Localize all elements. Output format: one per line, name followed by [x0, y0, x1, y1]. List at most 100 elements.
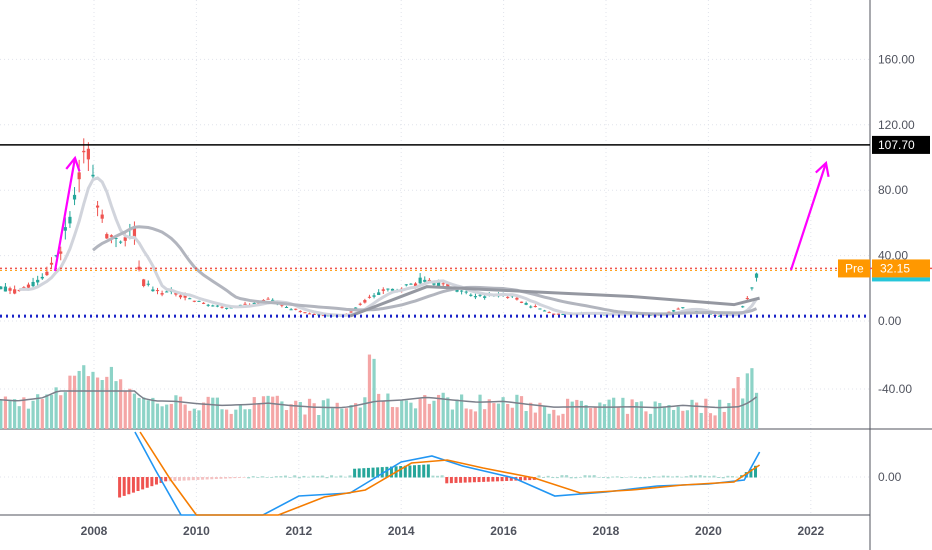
volume-bar	[446, 397, 450, 429]
volume-bar	[681, 410, 685, 429]
volume-bar	[340, 408, 344, 429]
candle-body	[464, 291, 468, 293]
volume-bar	[358, 407, 362, 429]
macd-histogram-bar	[440, 475, 444, 478]
candle-body	[427, 279, 431, 281]
macd-histogram-bar	[509, 477, 513, 481]
volume-bar	[685, 410, 690, 429]
candle-body	[432, 283, 436, 285]
candles	[0, 138, 759, 317]
volume-bar	[713, 415, 717, 429]
candle-body	[547, 312, 551, 314]
resistance-price-tag	[872, 135, 930, 154]
candle-body	[201, 302, 206, 304]
volume-bar	[68, 375, 72, 429]
volume-bar	[298, 401, 302, 429]
candle-body	[280, 304, 284, 306]
candle-body	[750, 287, 754, 289]
macd-histogram-bar	[307, 476, 311, 478]
volume-bar	[699, 412, 703, 429]
current-price-label: 32.15	[880, 261, 910, 275]
candle-body	[381, 289, 385, 291]
year-tick: 2016	[490, 524, 517, 538]
macd-histogram-bar	[145, 477, 149, 488]
candle-body	[754, 273, 759, 278]
candle-body	[220, 306, 224, 308]
macd-histogram-bar	[491, 477, 495, 482]
candle-body	[676, 308, 680, 310]
macd-histogram-bar	[288, 477, 292, 478]
volume-bar	[211, 397, 215, 429]
macd-histogram-bar	[431, 475, 435, 478]
macd-histogram-bar	[726, 475, 730, 478]
volume-bar	[3, 396, 8, 429]
macd-histogram-bar	[191, 477, 195, 481]
macd-histogram-bar	[542, 477, 546, 478]
premarket-badge	[838, 259, 870, 278]
macd-histogram-bar	[477, 477, 481, 483]
volume-bar	[648, 413, 653, 429]
candle-body	[36, 279, 40, 283]
candle-body	[197, 300, 201, 302]
candle-body	[183, 294, 187, 298]
candle-body	[519, 301, 524, 303]
macd-histogram-bar	[468, 477, 472, 483]
macd-histogram-bar	[555, 477, 559, 479]
candle-body	[312, 313, 316, 315]
macd-histogram-bar	[551, 477, 555, 479]
macd-histogram-bar	[689, 475, 693, 478]
macd-histogram-bar	[615, 476, 619, 478]
macd-histogram-bar	[518, 477, 522, 481]
volume-bar	[653, 401, 657, 429]
candle-body	[303, 312, 307, 314]
volume-bar	[165, 404, 169, 429]
macd-histogram-bar	[136, 477, 140, 492]
macd-histogram-bar	[127, 477, 131, 495]
volume-bar	[294, 400, 298, 429]
volume-bar	[363, 397, 367, 429]
macd-histogram-bar	[436, 475, 440, 478]
volume-bar	[464, 408, 468, 429]
year-tick: 2018	[593, 524, 620, 538]
macd-histogram-bar	[316, 476, 320, 478]
premarket-badge-label: Pre	[845, 261, 864, 275]
candle-body	[63, 227, 67, 231]
macd-histogram-bar	[270, 477, 274, 478]
volume-bar	[132, 393, 137, 429]
overlays	[0, 144, 932, 318]
macd-histogram-bar	[707, 476, 711, 478]
macd-histogram-bar	[348, 475, 352, 478]
volume-bar	[506, 403, 510, 429]
volume-bar	[704, 398, 708, 429]
macd-histogram-bar	[624, 477, 628, 478]
volume-bar	[589, 408, 593, 429]
volume-bar	[644, 411, 648, 429]
macd-histogram-bar	[233, 477, 237, 479]
volume-bar	[487, 399, 491, 429]
candle-body	[358, 303, 362, 305]
candle-body	[515, 297, 519, 300]
macd-histogram-bar	[730, 476, 734, 478]
candle-body	[478, 294, 482, 296]
year-tick: 2008	[81, 524, 108, 538]
macd-histogram-bar	[279, 476, 283, 478]
volume-bar	[718, 399, 722, 429]
candle-body	[372, 295, 376, 297]
volume-bar	[529, 402, 533, 429]
macd-histogram-bar	[754, 465, 758, 478]
macd-histogram-bar	[486, 477, 490, 482]
moving-average-mid	[92, 225, 758, 316]
volume-bar	[252, 397, 256, 429]
volume-bar	[344, 408, 349, 429]
price-axis-tick: 160.00	[878, 52, 915, 66]
macd-histogram-bar	[611, 476, 615, 478]
candle-body	[542, 310, 547, 312]
candle-body	[284, 306, 289, 308]
volume-bar	[271, 396, 275, 429]
volume-bar	[483, 409, 487, 429]
volume-bar	[736, 377, 740, 429]
candle-body	[132, 228, 137, 238]
volume-bar	[413, 408, 418, 429]
volume-bar	[510, 407, 514, 429]
